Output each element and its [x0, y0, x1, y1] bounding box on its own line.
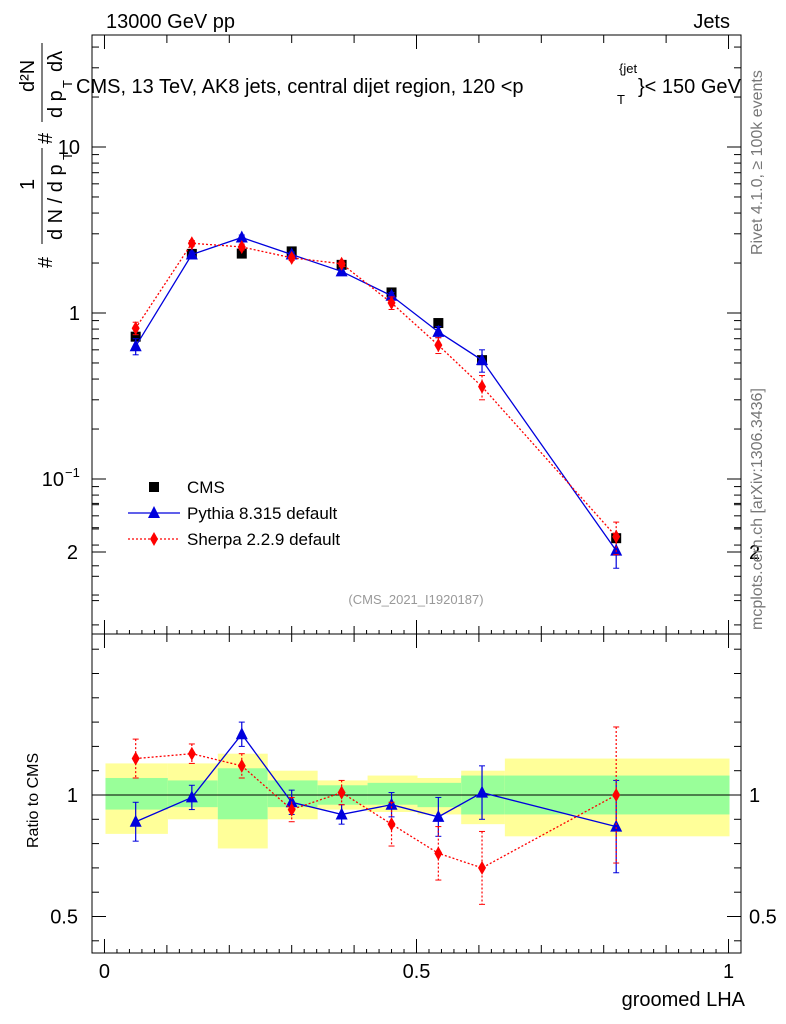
ratio-series-0-point: [610, 819, 623, 832]
ratio-band-inner: [105, 777, 168, 810]
legend-marker: [150, 532, 158, 546]
ratio-series-0-point: [432, 809, 445, 822]
y-tick-label-right: 2: [749, 542, 760, 564]
mcplots-label: mcplots.cern.ch [arXiv:1306.3436]: [749, 388, 766, 630]
y-tick-exponent: −1: [65, 465, 80, 480]
main-series-0-point: [433, 318, 444, 329]
ratio-series-1-line: [135, 753, 617, 869]
y-tick-label: 1: [69, 303, 80, 325]
ratio-series-0-point: [285, 795, 298, 808]
rivet-label: Rivet 4.1.0, ≥ 100k events: [749, 70, 766, 255]
legend-label: Pythia 8.315 default: [187, 504, 338, 523]
main-series-2-point: [434, 338, 443, 353]
main-ylabel-part: #: [35, 132, 57, 144]
y-tick-label: 10: [58, 137, 80, 159]
legend-marker: [148, 506, 160, 518]
x-tick-label: 0.5: [403, 961, 431, 983]
ratio-series-1-point: [287, 802, 296, 817]
x-tick-label: 1: [723, 961, 734, 983]
main-series-2-point: [287, 250, 296, 265]
main-series-2-point: [337, 256, 346, 271]
y-tick-label: 1: [67, 785, 78, 807]
main-series-1-point: [476, 353, 489, 366]
main-ylabel-part: dλ: [45, 51, 67, 72]
main-ylabel-part: T: [60, 152, 75, 160]
main-title: CMS, 13 TeV, AK8 jets, central dijet reg…: [76, 61, 742, 107]
main-ylabel-part: d²N: [17, 60, 39, 92]
main-ylabel-part: #: [35, 256, 57, 268]
y-tick-label: 2: [67, 542, 78, 564]
ratio-series-1-point: [337, 785, 346, 800]
main-series-1-point: [185, 247, 198, 260]
ratio-series-1-point: [478, 860, 487, 875]
ratio-series-1-point: [187, 746, 196, 761]
ratio-series-1-point: [612, 788, 621, 802]
title-subscript: T: [617, 92, 625, 107]
title-tail: }< 150 GeV: [638, 76, 742, 98]
ratio-series-1-point: [237, 758, 246, 773]
main-ylabel-part: d N / d p: [45, 164, 67, 240]
main-series-2-point: [478, 379, 487, 394]
main-series-1-point: [129, 339, 142, 352]
energy-label: 13000 GeV pp: [106, 11, 235, 33]
main-series-2-point: [612, 529, 621, 544]
x-tick-label: 0: [99, 961, 110, 983]
xlabel: groomed LHA: [622, 989, 746, 1011]
main-series-1-point: [610, 543, 623, 556]
main-ylabel-part: T: [60, 80, 75, 88]
y-tick-label-right: 0.5: [749, 907, 777, 929]
title-text: CMS, 13 TeV, AK8 jets, central dijet reg…: [76, 76, 524, 98]
ratio-series-1-point: [434, 846, 443, 861]
ratio-series-0-point: [185, 790, 198, 803]
legend-marker: [149, 482, 159, 492]
ratio-series-1-point: [131, 751, 140, 766]
ratio-plot: 0 0.5 1 0.5 0.5 1 1 2 2: [50, 35, 777, 983]
ratio-series-0-point: [129, 814, 142, 827]
category-label: Jets: [693, 11, 730, 33]
ratio-band-inner: [217, 768, 268, 820]
y-tick-label: 10: [42, 469, 64, 491]
main-series-1-point: [432, 324, 445, 337]
analysis-watermark: (CMS_2021_I1920187): [348, 592, 483, 607]
main-series-1-point: [235, 230, 248, 243]
main-series-1-point: [385, 288, 398, 301]
legend-label: CMS: [187, 478, 225, 497]
ratio-series-0-point: [476, 785, 489, 798]
ratio-ylabel: Ratio to CMS: [25, 753, 42, 848]
y-tick-label-right: 1: [749, 785, 760, 807]
ratio-series-0-point: [335, 807, 348, 820]
ratio-series-1-point: [387, 817, 396, 832]
legend-label: Sherpa 2.2.9 default: [187, 530, 340, 549]
y-tick-label: 0.5: [50, 907, 78, 929]
main-series-2-point: [387, 295, 396, 310]
main-series-2-point: [131, 321, 140, 336]
main-series-2-point: [187, 236, 196, 251]
main-series-2-point: [237, 239, 246, 254]
main-ylabel-part: d p: [45, 90, 67, 118]
title-superscript: {jet: [619, 61, 637, 76]
ratio-series-0-point: [235, 727, 248, 740]
ratio-band-inner: [367, 782, 418, 805]
main-series-0-point: [130, 331, 141, 342]
main-ylabel-part: 1: [17, 179, 39, 190]
